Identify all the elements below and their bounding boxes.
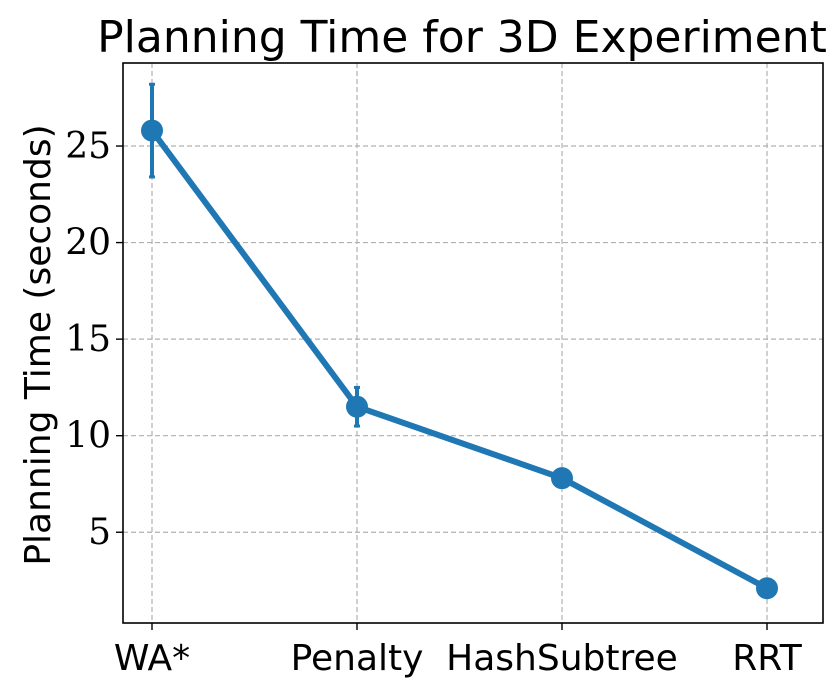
- y-tick-label: 10: [65, 416, 111, 457]
- series-layer: [141, 82, 778, 600]
- y-tick-label: 15: [65, 319, 111, 360]
- y-tick-label: 20: [65, 223, 111, 264]
- y-tick-label: 25: [65, 126, 111, 167]
- x-tick-label: Penalty: [291, 638, 424, 679]
- data-point: [141, 119, 163, 142]
- data-point: [551, 467, 573, 490]
- data-point: [346, 395, 368, 418]
- axis-ticks: 5 10 15 20 25 WA* Penalty HashSubtree RRT: [65, 126, 803, 679]
- axes-frame: [122, 62, 824, 624]
- y-tick-label: 5: [88, 512, 111, 553]
- x-tick-label: HashSubtree: [446, 638, 678, 679]
- grid-lines: [123, 63, 823, 623]
- data-point: [756, 577, 778, 600]
- x-tick-label: RRT: [732, 638, 802, 679]
- chart-title: Planning Time for 3D Experiment: [97, 12, 827, 63]
- y-axis-label: Planning Time (seconds): [18, 124, 59, 565]
- x-tick-label: WA*: [114, 638, 190, 679]
- series-line: [149, 127, 770, 592]
